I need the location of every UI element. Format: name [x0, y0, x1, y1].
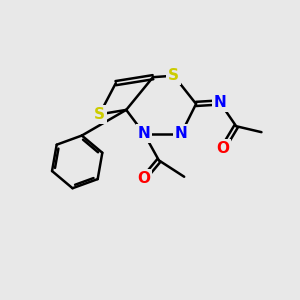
Text: N: N	[175, 126, 188, 141]
Text: N: N	[138, 126, 150, 141]
Text: O: O	[216, 141, 229, 156]
Text: S: S	[94, 107, 105, 122]
Text: N: N	[214, 95, 226, 110]
Text: O: O	[138, 171, 151, 186]
Text: S: S	[168, 68, 179, 83]
